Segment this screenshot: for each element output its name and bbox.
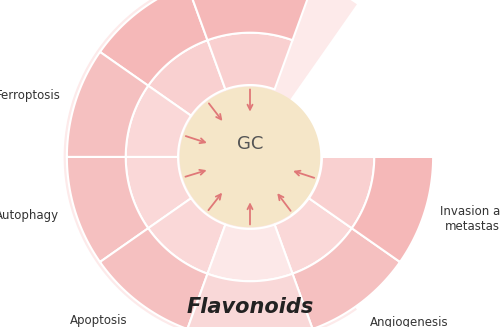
Polygon shape (148, 40, 226, 116)
Polygon shape (148, 198, 226, 274)
Polygon shape (67, 52, 148, 157)
Polygon shape (188, 0, 312, 40)
Polygon shape (188, 274, 312, 327)
Polygon shape (274, 198, 352, 274)
Polygon shape (126, 86, 191, 157)
Text: GC: GC (237, 135, 263, 153)
Polygon shape (67, 157, 148, 262)
Text: Autophagy: Autophagy (0, 209, 59, 222)
Polygon shape (64, 0, 357, 327)
Polygon shape (352, 157, 433, 262)
Polygon shape (292, 228, 400, 327)
Text: Invasion and
metastasis: Invasion and metastasis (440, 205, 500, 232)
Polygon shape (100, 228, 208, 327)
Polygon shape (208, 33, 292, 89)
Polygon shape (100, 0, 208, 86)
Polygon shape (309, 157, 374, 228)
Text: Apoptosis: Apoptosis (70, 314, 127, 327)
Polygon shape (180, 87, 320, 227)
Text: Angiogenesis: Angiogenesis (370, 316, 448, 327)
Text: Flavonoids: Flavonoids (186, 297, 314, 317)
Polygon shape (126, 157, 191, 228)
Polygon shape (208, 225, 292, 281)
Text: Ferroptosis: Ferroptosis (0, 89, 60, 102)
